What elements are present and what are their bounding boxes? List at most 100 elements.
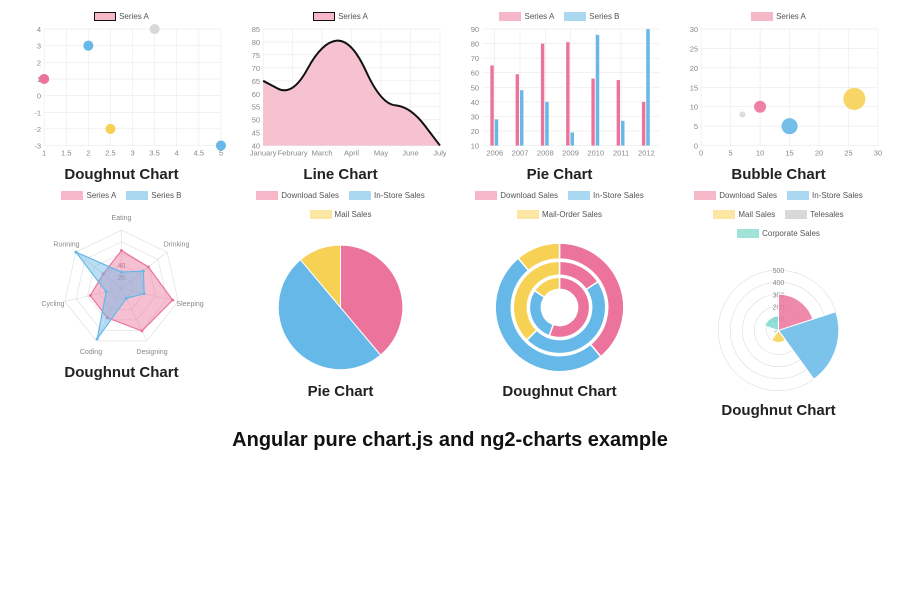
svg-text:3.5: 3.5 [149, 149, 159, 158]
svg-text:50: 50 [252, 116, 260, 125]
svg-text:90: 90 [471, 25, 479, 34]
chart-cell-6: Download SalesIn-Store SalesMail Sales P… [235, 191, 446, 420]
svg-text:3: 3 [37, 42, 41, 51]
bubble-chart: 0 5 10 15 20 25 30 0 5 10 15 20 25 30 [673, 23, 884, 164]
svg-text:30: 30 [874, 149, 882, 158]
svg-text:55: 55 [252, 103, 260, 112]
svg-text:Running: Running [53, 241, 79, 248]
chart-cell-8: Download SalesIn-Store SalesMail SalesTe… [673, 191, 884, 420]
line-chart: 40455055606570758085JanuaryFebruaryMarch… [235, 23, 446, 164]
doughnut-chart [454, 221, 665, 382]
svg-text:Eating: Eating [112, 215, 132, 222]
svg-text:Cycling: Cycling [41, 301, 64, 308]
page-footer-title: Angular pure chart.js and ng2-charts exa… [0, 429, 900, 452]
svg-text:20: 20 [471, 127, 479, 136]
svg-text:2.5: 2.5 [105, 149, 115, 158]
svg-text:2009: 2009 [562, 149, 579, 158]
svg-text:2010: 2010 [587, 149, 604, 158]
svg-text:2: 2 [37, 58, 41, 67]
bar-chart: 10 20 30 40 50 60 70 80 90 2006 2007 2008 2009 2010 20… [454, 23, 665, 164]
svg-text:4: 4 [37, 25, 41, 34]
svg-text:15: 15 [690, 83, 698, 92]
chart-title-7: Doughnut Chart [502, 383, 616, 400]
legend-5: Series ASeries B [61, 191, 181, 200]
chart-title-5: Doughnut Chart [64, 364, 178, 381]
svg-text:-2: -2 [34, 125, 41, 134]
svg-text:June: June [402, 149, 418, 158]
svg-text:65: 65 [252, 77, 260, 86]
legend-1: Series A [94, 12, 149, 21]
svg-text:70: 70 [471, 54, 479, 63]
chart-title-2: Line Chart [303, 166, 377, 183]
svg-text:0: 0 [699, 149, 703, 158]
svg-text:80: 80 [471, 40, 479, 49]
chart-grid: Series A -3-2-10123411.522.533.544.55 Do… [0, 0, 900, 423]
svg-text:March: March [312, 149, 333, 158]
svg-text:5: 5 [729, 149, 733, 158]
svg-text:0: 0 [37, 92, 41, 101]
chart-cell-7: Download SalesIn-Store SalesMail-Order S… [454, 191, 665, 420]
svg-text:50: 50 [471, 83, 479, 92]
svg-text:2011: 2011 [613, 149, 629, 158]
svg-text:2007: 2007 [512, 149, 529, 158]
svg-text:75: 75 [252, 51, 260, 60]
chart-title-1: Doughnut Chart [64, 166, 178, 183]
svg-text:3: 3 [130, 149, 134, 158]
svg-text:Sleeping: Sleeping [176, 301, 203, 308]
svg-text:500: 500 [773, 268, 785, 275]
chart-title-6: Pie Chart [308, 383, 374, 400]
svg-text:10: 10 [756, 149, 764, 158]
chart-cell-3: Series ASeries B 10203040506070809020062… [454, 12, 665, 183]
polar-chart: 100200300400500 [673, 240, 884, 401]
svg-text:4: 4 [175, 149, 179, 158]
svg-text:April: April [344, 149, 359, 158]
svg-text:30: 30 [690, 25, 698, 34]
chart-title-8: Doughnut Chart [721, 402, 835, 419]
chart-title-3: Pie Chart [527, 166, 593, 183]
svg-text:60: 60 [471, 69, 479, 78]
svg-text:80: 80 [252, 38, 260, 47]
svg-text:15: 15 [785, 149, 793, 158]
legend-7: Download SalesIn-Store SalesMail-Order S… [454, 191, 665, 219]
svg-text:40: 40 [471, 98, 479, 107]
chart-cell-1: Series A -3-2-10123411.522.533.544.55 Do… [16, 12, 227, 183]
legend-8: Download SalesIn-Store SalesMail SalesTe… [673, 191, 884, 238]
svg-text:20: 20 [690, 64, 698, 73]
svg-text:10: 10 [471, 142, 479, 151]
svg-text:30: 30 [471, 112, 479, 121]
svg-text:2006: 2006 [486, 149, 503, 158]
svg-text:2008: 2008 [537, 149, 554, 158]
svg-text:July: July [433, 149, 446, 158]
svg-text:Drinking: Drinking [164, 241, 190, 248]
legend-2: Series A [313, 12, 368, 21]
svg-text:January: January [250, 149, 277, 158]
chart-cell-5: Series ASeries B Eating Drinking Sleeping D… [16, 191, 227, 420]
svg-text:45: 45 [252, 129, 260, 138]
svg-text:60: 60 [252, 90, 260, 99]
svg-text:0: 0 [694, 142, 698, 151]
svg-text:-1: -1 [34, 108, 41, 117]
svg-text:85: 85 [252, 25, 260, 34]
svg-text:5: 5 [694, 122, 698, 131]
scatter-chart: -3-2-10123411.522.533.544.55 [16, 23, 227, 164]
svg-text:10: 10 [690, 103, 698, 112]
pie-chart [235, 221, 446, 382]
svg-text:Coding: Coding [80, 348, 102, 355]
radar-chart: EatingDrinkingSleepingDesigningCodingCyc… [16, 202, 227, 363]
svg-text:2: 2 [86, 149, 90, 158]
svg-text:400: 400 [773, 280, 785, 287]
svg-text:February: February [278, 149, 308, 158]
svg-text:1: 1 [42, 149, 46, 158]
svg-text:70: 70 [252, 64, 260, 73]
svg-text:25: 25 [690, 44, 698, 53]
svg-text:25: 25 [844, 149, 852, 158]
svg-text:1.5: 1.5 [61, 149, 71, 158]
chart-cell-4: Series A 051015202530051015202530 Bubble… [673, 12, 884, 183]
svg-text:May: May [374, 149, 388, 158]
chart-cell-2: Series A 40455055606570758085JanuaryFebr… [235, 12, 446, 183]
legend-6: Download SalesIn-Store SalesMail Sales [235, 191, 446, 219]
legend-4: Series A [751, 12, 806, 21]
svg-text:4.5: 4.5 [194, 149, 204, 158]
svg-text:-3: -3 [34, 142, 41, 151]
svg-text:20: 20 [815, 149, 823, 158]
